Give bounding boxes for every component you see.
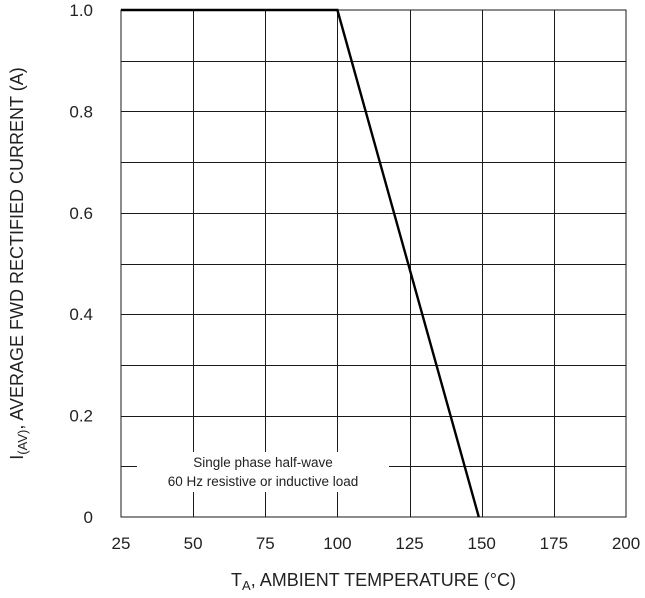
y-axis-label-text: , AVERAGE FWD RECTIFIED CURRENT (A)	[7, 67, 27, 429]
x-tick-label: 175	[540, 534, 568, 553]
x-axis-label-text: , AMBIENT TEMPERATURE (°C)	[251, 570, 516, 590]
y-tick-label: 0.2	[69, 407, 93, 426]
y-tick-label: 1.0	[69, 1, 93, 20]
x-tick-label: 200	[612, 534, 640, 553]
x-axis-label-subscript: A	[242, 578, 251, 593]
y-tick-labels: 0 0.2 0.4 0.6 0.8 1.0	[69, 1, 93, 527]
x-tick-label: 150	[468, 534, 496, 553]
x-tick-labels: 25 50 75 100 125 150 175 200	[112, 534, 641, 553]
derating-curve	[121, 8, 480, 518]
annotation-line-1: Single phase half-wave	[193, 455, 333, 470]
x-tick-label: 100	[323, 534, 351, 553]
y-tick-label: 0	[84, 508, 93, 527]
x-axis-label: TA, AMBIENT TEMPERATURE (°C)	[231, 570, 516, 593]
y-axis-label-symbol: I	[7, 455, 27, 460]
y-tick-label: 0.6	[69, 204, 93, 223]
annotation-line-2: 60 Hz resistive or inductive load	[168, 474, 359, 489]
annotation: Single phase half-wave 60 Hz resistive o…	[137, 452, 389, 492]
y-axis-label-subscript: (AV)	[15, 430, 30, 455]
x-tick-label: 125	[395, 534, 423, 553]
y-tick-label: 0.8	[69, 102, 93, 121]
x-axis-label-symbol: T	[231, 570, 242, 590]
x-tick-label: 25	[112, 534, 131, 553]
plot-frame	[120, 9, 627, 518]
x-tick-label: 50	[184, 534, 203, 553]
annotation-background	[137, 452, 389, 492]
x-tick-label: 75	[256, 534, 275, 553]
grid	[121, 10, 626, 517]
y-tick-label: 0.4	[69, 305, 93, 324]
y-axis-label: I(AV), AVERAGE FWD RECTIFIED CURRENT (A)	[7, 67, 30, 459]
